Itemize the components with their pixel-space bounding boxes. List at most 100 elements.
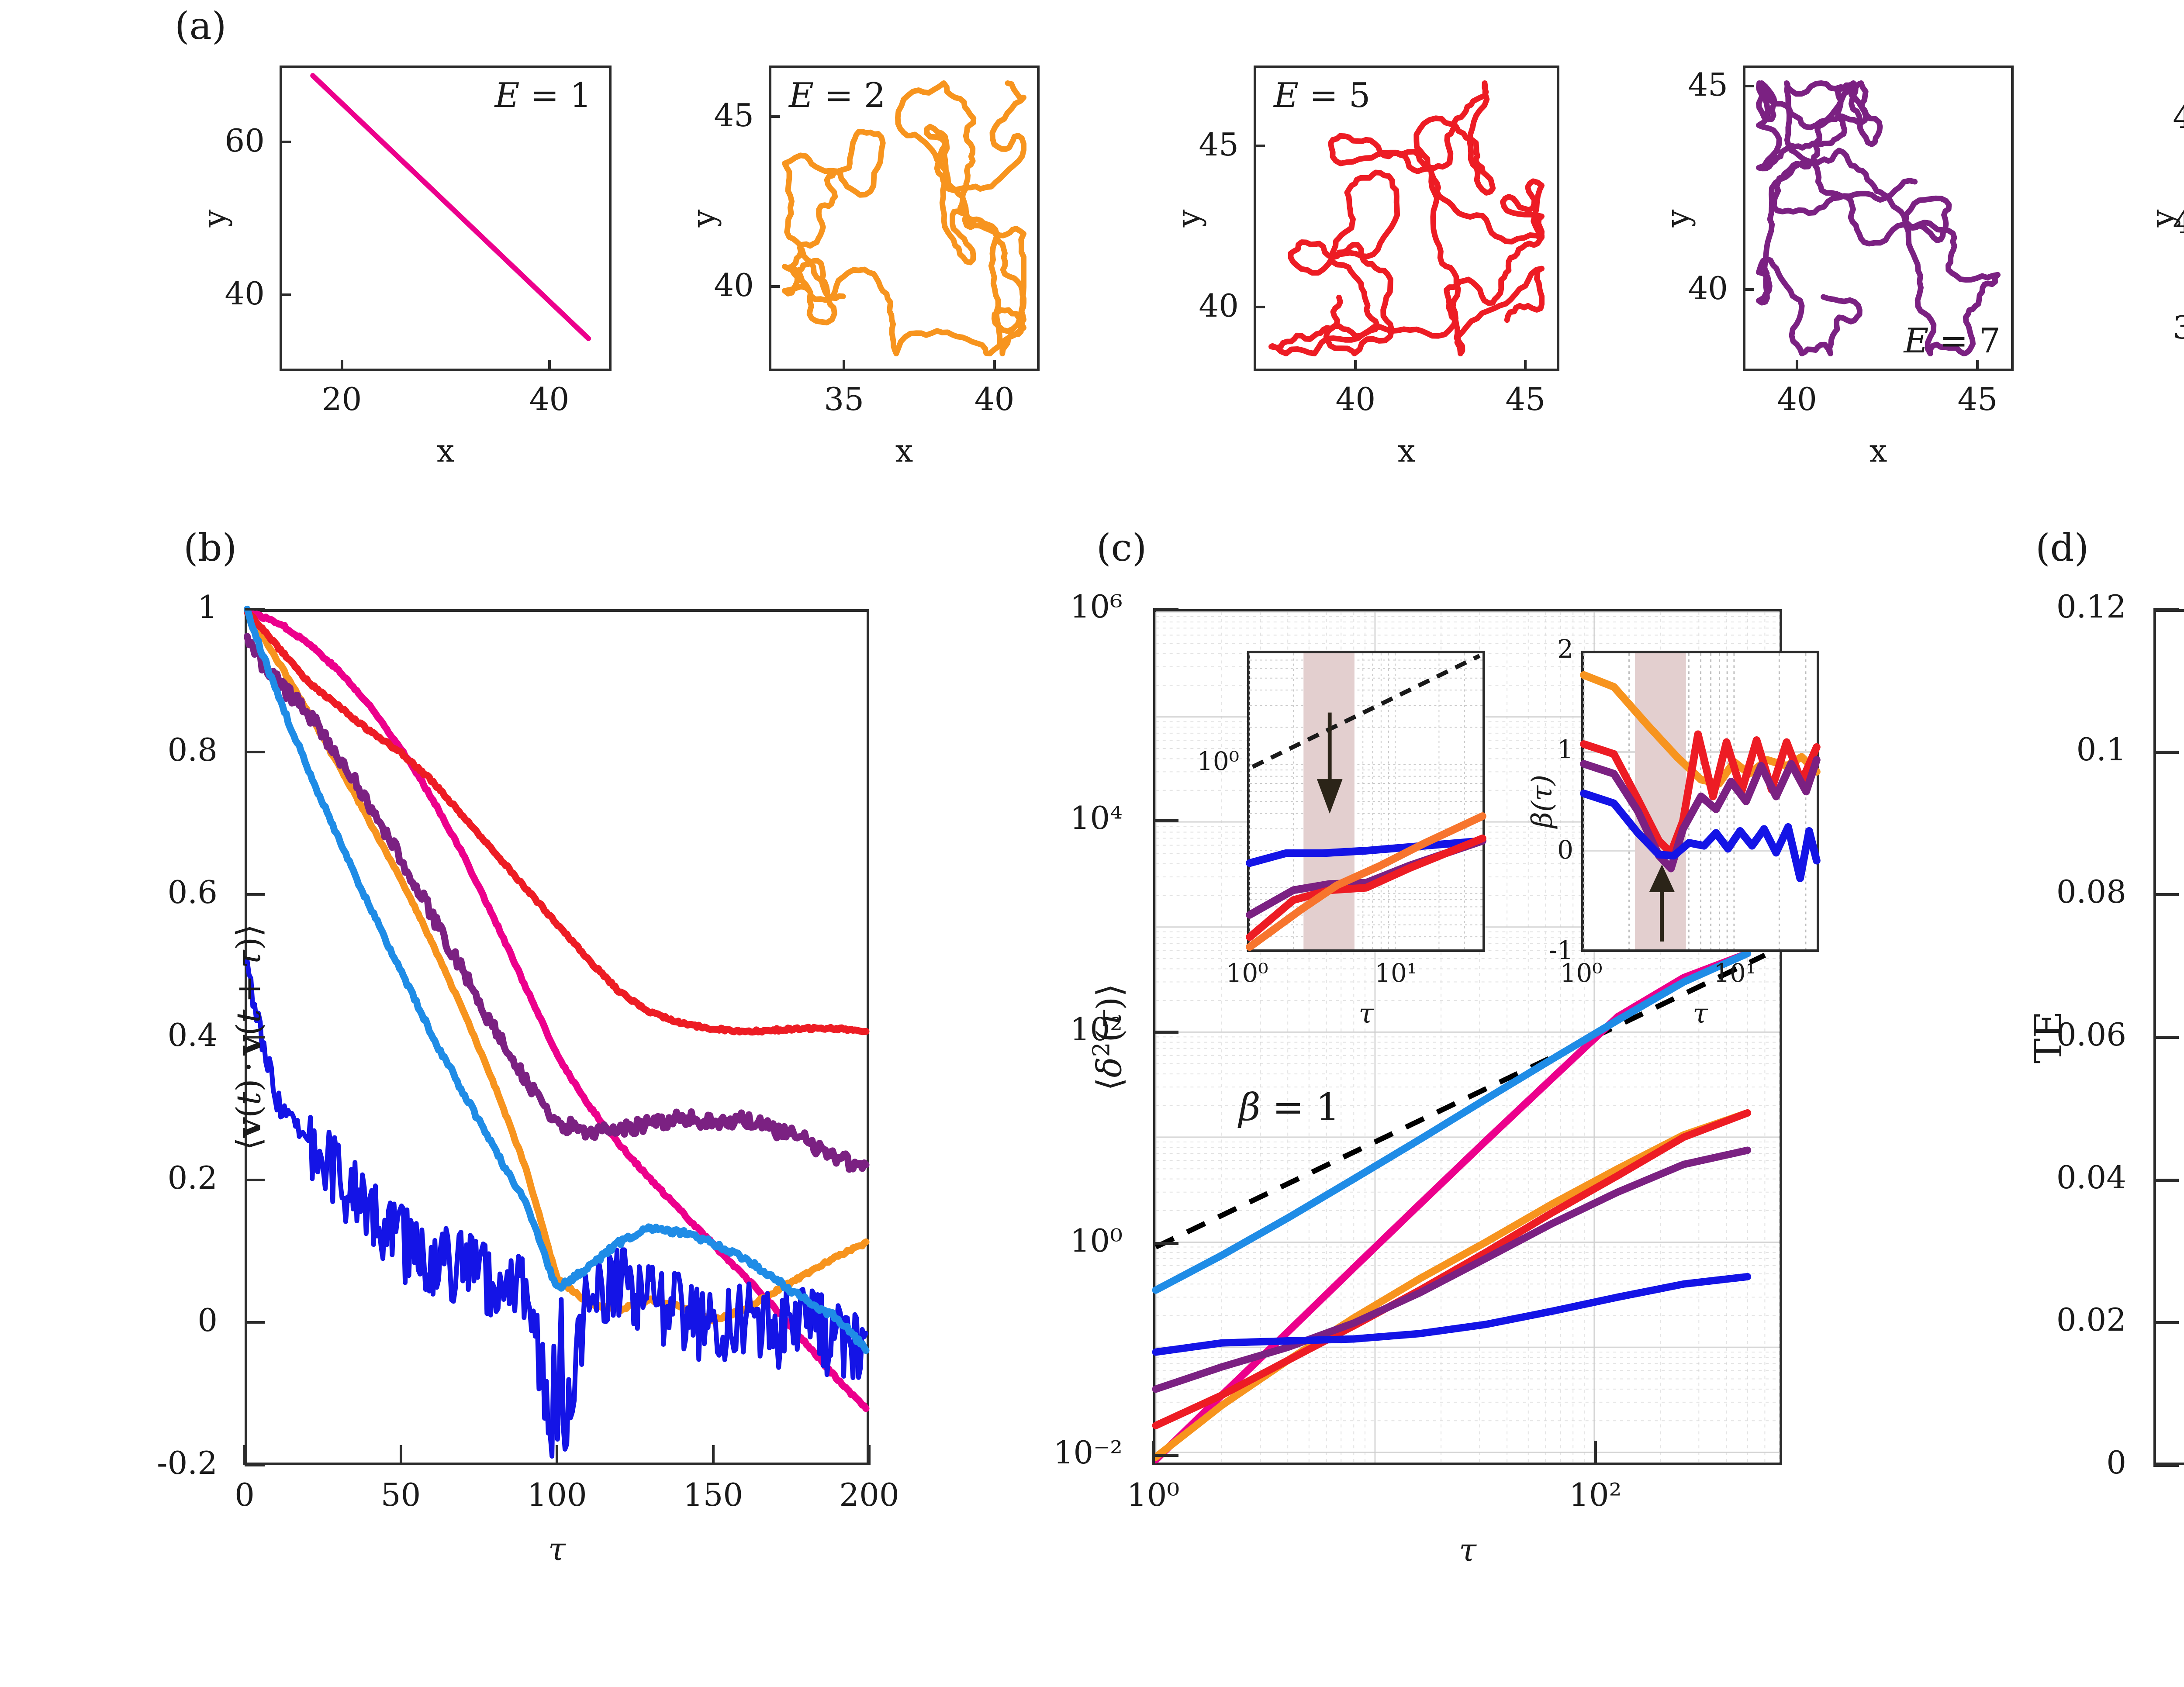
x-tick [1152,1441,1155,1465]
y-tick [2153,1178,2179,1182]
panel-b-label: (b) [183,526,237,570]
y-axis-label: ⟨v(t) · v(t + τ)⟩ [229,924,268,1150]
x-tick-label: 40 [1335,381,1376,417]
y-tick [1153,1453,1178,1457]
acf-curve-E5 [244,609,870,1036]
y-tick [2153,893,2179,897]
x-tick-label: 40 [974,381,1015,417]
inset-y-tick-label: 1 [1557,735,1573,764]
y-tick [245,1464,265,1466]
x-tick-label: 40 [529,381,570,417]
x-tick [1594,1441,1597,1465]
y-tick-label: 10⁰ [1070,1222,1123,1259]
x-tick-label: 45 [1957,381,1998,417]
beta-reference-annotation: β = 1 [1239,1086,1340,1129]
y-axis-label: TE [2027,1011,2071,1064]
velocity-autocorrelation-plot [244,605,870,1465]
y-tick-label: 40 [1688,270,1728,307]
trajectory-plot-3: E = 5 [1254,66,1559,371]
inset-x-tick-label: 10⁰ [1226,958,1268,988]
y-tick [2153,1036,2179,1039]
y-tick [2153,1464,2179,1467]
y-tick [769,115,780,118]
y-axis-label: y [2144,209,2181,228]
y-tick-label: 0.1 [2076,731,2126,768]
x-tick-label: 100 [527,1477,587,1513]
trajectory-plot-1: E = 1 [280,66,612,371]
y-tick [1153,1031,1178,1034]
y-axis-label: y [685,209,722,228]
y-tick [245,750,265,753]
panel-c-label: (c) [1096,526,1147,570]
y-tick [1254,145,1265,148]
y-axis-label: y [1659,209,1696,228]
x-tick-label: 200 [839,1477,899,1513]
x-axis-label: x [1869,432,1887,469]
panel-d-label: (d) [2035,526,2089,570]
trajectory-energy-label: E = 1 [494,76,591,115]
y-tick-label: 0.08 [2056,873,2126,911]
x-axis-label: x [436,432,455,469]
inset-x-axis-label: τ [1358,997,1374,1029]
y-tick [1743,288,1754,291]
y-tick-label: 60 [225,122,265,159]
inset-x-axis-label: τ [1693,997,1708,1029]
y-tick-label: 0.04 [2056,1159,2126,1196]
inset-x-tick-label: 10⁰ [1560,958,1603,988]
acf-curve-E30 [244,605,870,1354]
y-tick [2153,1321,2179,1325]
x-tick [340,360,343,371]
x-tick-label: 20 [321,381,362,417]
x-tick [868,1445,871,1465]
y-tick-label: 45 [1688,66,1728,103]
y-tick [245,1178,265,1181]
inset-y-tick-label: 0 [1557,835,1573,865]
x-tick [1524,360,1527,371]
y-tick-label: 40 [714,266,754,304]
x-tick [993,360,996,371]
y-axis-label: y [1170,209,1207,228]
x-tick-label: 10⁰ [1127,1477,1180,1513]
trajectory-energy-label: E = 7 [1904,321,2001,361]
y-tick [769,285,780,288]
x-tick [712,1445,715,1465]
x-tick-label: 10² [1569,1477,1622,1513]
y-tick-label: 40 [225,275,265,312]
trajectory-energy-label: E = 5 [1274,76,1371,115]
x-tick-label: 150 [683,1477,743,1513]
x-tick-label: 45 [1505,381,1546,417]
x-axis-label: x [895,432,913,469]
y-axis-label: y [196,209,233,228]
x-axis-label: x [1397,432,1416,469]
y-tick [2153,608,2179,611]
x-tick [843,360,846,371]
y-tick [245,1036,265,1038]
y-tick [280,141,291,143]
inset-y-tick-label: -1 [1548,935,1574,965]
y-tick-label: 0.4 [167,1017,218,1053]
x-tick-label: 0 [235,1477,255,1513]
x-tick-label: 35 [824,381,864,417]
x-tick-label: 50 [380,1477,421,1513]
x-tick [1796,360,1798,371]
x-axis-label: τ [1459,1532,1476,1568]
inset-x-tick-label: 10¹ [1714,958,1756,988]
y-tick-label: 10⁴ [1070,800,1123,837]
y-tick-label: 10² [1070,1011,1123,1048]
acf-curve-E7 [244,633,870,1173]
y-tick [245,608,265,611]
y-tick-label: 39 [2173,309,2184,346]
y-tick-label: 0.8 [167,731,218,768]
msd-curve-E7 [1152,1146,1752,1393]
y-tick-label: 1 [197,589,218,625]
y-tick-label: 0.06 [2056,1016,2126,1053]
trajectory-plot-4: E = 7 [1743,66,2014,371]
x-tick [399,1445,402,1465]
x-axis-label: τ [548,1531,566,1567]
inset-x-tick-label: 10¹ [1375,958,1417,988]
inset-y-axis-label: β(τ) [1526,774,1559,828]
y-axis-label: ⟨δ2(τ)⟩ [1088,983,1130,1091]
msd-inset-left [1246,651,1486,952]
y-tick-label: 10⁶ [1070,588,1123,625]
y-tick-label: 0.6 [167,874,218,911]
